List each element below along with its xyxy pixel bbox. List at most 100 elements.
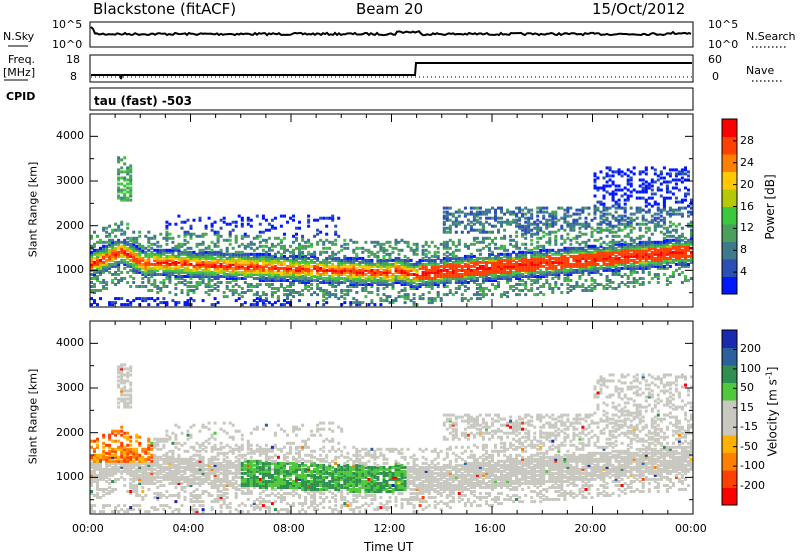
- cell: [123, 447, 127, 451]
- cell: [668, 281, 672, 284]
- cell: [358, 264, 362, 268]
- cell: [135, 467, 139, 471]
- cell: [566, 210, 570, 214]
- cell: [304, 244, 308, 248]
- cell: [457, 258, 461, 262]
- cell: [156, 475, 160, 479]
- cell: [204, 246, 208, 250]
- cell: [611, 214, 615, 218]
- cell: [183, 232, 187, 236]
- cell: [466, 230, 470, 234]
- cell: [120, 166, 124, 170]
- cell: [228, 232, 232, 236]
- cell: [518, 226, 522, 230]
- cell: [123, 453, 127, 457]
- cell: [662, 246, 666, 250]
- cell: [442, 226, 446, 230]
- cell: [292, 218, 295, 222]
- cell: [677, 240, 681, 244]
- cell: [165, 238, 169, 242]
- cell: [331, 283, 335, 286]
- cell: [273, 226, 277, 230]
- cell: [96, 455, 99, 459]
- cell: [554, 210, 558, 214]
- cell: [108, 238, 112, 242]
- cell: [433, 281, 437, 284]
- cell: [581, 248, 585, 252]
- cell: [168, 291, 172, 294]
- cell: [608, 266, 612, 270]
- cell: [132, 465, 136, 469]
- cell: [298, 266, 301, 270]
- cell: [602, 208, 606, 212]
- cell: [503, 293, 507, 297]
- cell: [102, 252, 106, 256]
- cell: [394, 266, 398, 270]
- cell: [608, 264, 612, 268]
- cell: [105, 244, 109, 248]
- cell: [626, 285, 630, 288]
- cell: [530, 250, 534, 254]
- cell: [99, 459, 102, 463]
- cell: [195, 270, 199, 274]
- cell: [361, 260, 365, 264]
- cell: [614, 258, 618, 262]
- cell: [557, 256, 561, 260]
- cell: [596, 250, 600, 254]
- cell: [687, 210, 690, 214]
- cell: [111, 244, 115, 248]
- cell: [165, 264, 169, 268]
- cell: [623, 198, 627, 202]
- cell: [105, 465, 109, 469]
- cell: [129, 508, 133, 512]
- cell: [201, 268, 205, 272]
- cell: [647, 236, 651, 240]
- cell: [132, 461, 136, 465]
- cell: [255, 293, 259, 297]
- cell: [310, 270, 314, 274]
- cell: [677, 172, 681, 176]
- cell: [246, 216, 250, 220]
- cell: [219, 266, 223, 270]
- cell: [596, 256, 600, 260]
- cell: [99, 475, 102, 479]
- cell: [409, 281, 413, 284]
- cell: [126, 240, 130, 244]
- cell: [442, 220, 446, 224]
- cell: [527, 277, 531, 280]
- cell: [135, 252, 139, 256]
- cell: [123, 387, 127, 391]
- cell: [638, 172, 642, 176]
- cell: [246, 285, 250, 288]
- cell: [307, 262, 311, 266]
- cell: [183, 230, 187, 234]
- cell: [463, 262, 467, 266]
- cell: [451, 270, 455, 274]
- cell: [340, 277, 344, 280]
- cell: [451, 277, 455, 280]
- cell: [123, 367, 127, 371]
- cell: [234, 273, 238, 276]
- cell: [379, 264, 383, 268]
- cell: [270, 287, 274, 290]
- cell: [234, 252, 238, 256]
- cell: [626, 244, 630, 248]
- cell: [454, 273, 458, 276]
- cell: [105, 488, 109, 491]
- cell: [93, 244, 96, 248]
- cell: [608, 240, 612, 244]
- cell: [301, 246, 305, 250]
- cell: [394, 275, 398, 278]
- cell: [138, 461, 142, 465]
- cell: [198, 270, 202, 274]
- cell: [674, 224, 678, 228]
- cell: [560, 206, 564, 210]
- cell: [129, 451, 133, 455]
- cell: [165, 268, 169, 272]
- cell: [379, 281, 383, 284]
- nsky-trace: [90, 26, 692, 37]
- cell: [349, 238, 353, 242]
- cell: [533, 260, 537, 264]
- cell: [647, 273, 651, 276]
- cell: [635, 216, 639, 220]
